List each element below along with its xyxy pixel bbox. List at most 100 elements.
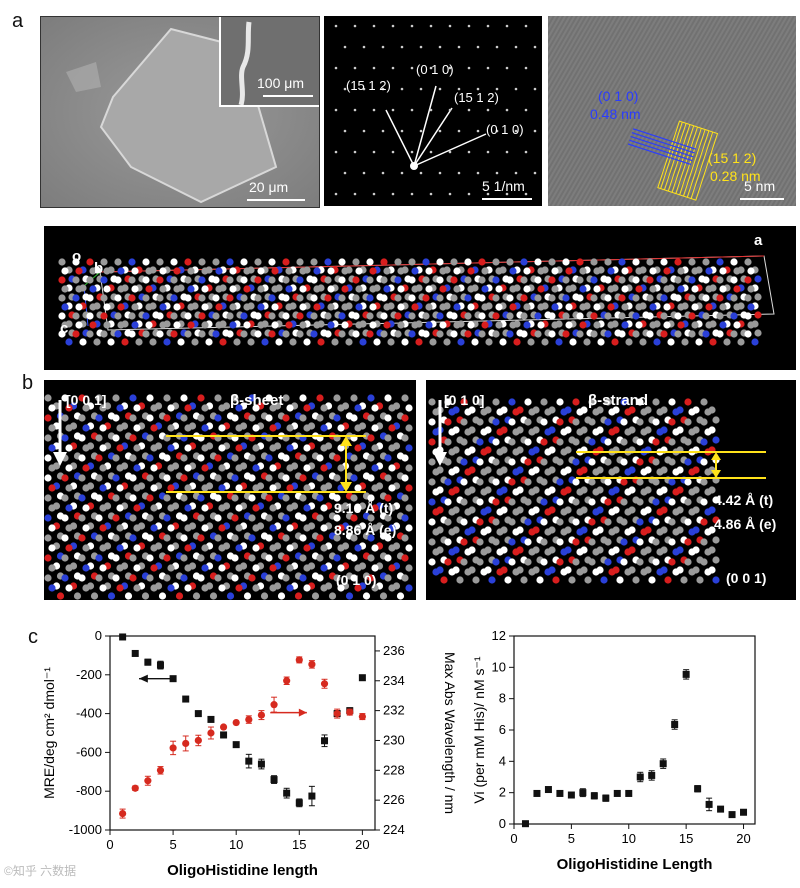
chart1-y2tick-label: 224 [383,822,405,837]
saed-label-2: (0 1 0) [416,62,454,77]
chart-mre-wavelength: 0 5 10 15 20 -1000 -800 -600 -400 -200 0 224 226 228 2… [41,628,458,879]
chart1-point-mre [156,661,164,669]
chart2-point [533,789,541,797]
chart2-point [682,670,690,678]
chart2-point [556,789,564,797]
chart1-point-wavelength [333,710,341,718]
chart1-point-wavelength [320,680,329,688]
saed-image: (15 1 2) (0 1 0) (15 1 2) (0 1 0) 5 1/nm [324,16,542,206]
chart2-ytick-label: 12 [492,628,506,643]
chart1-point-mre [270,776,278,784]
crystal-structure: o b c a [44,226,796,370]
chart1-ytick-label: -1000 [69,822,102,837]
chart1-ytick-label: -800 [76,783,102,798]
chart1-point-wavelength [182,739,190,748]
chart2-ylabel: Vi (per mM His)/ nM s⁻¹ [471,656,487,803]
beta-strand-d1: 4.42 Å (t) [714,492,774,508]
chart2-point [648,771,656,779]
hrtem-scale-label: 5 nm [744,178,776,194]
chart1-point-mre [308,792,316,800]
chart2-point [659,760,667,768]
beta-sheet-plane: (0 1 0) [336,572,377,588]
crystal-axis-b: b [94,260,104,277]
chart1-point-wavelength [156,766,165,774]
chart1-ytick-label: 0 [95,628,102,643]
sem-image: 100 μm 20 μm [40,16,320,208]
chart1-xtick-label: 0 [106,837,113,852]
chart2-xlabel: OligoHistidine Length [557,856,713,873]
chart1-y2tick-label: 230 [383,732,405,747]
crystal-axis-o: o [72,248,82,265]
chart1-point-mre [245,757,253,765]
chart2-point [590,792,598,800]
crystal-axis-c: c [60,320,69,337]
beta-sheet-direction: [0 0 1] [66,392,107,408]
beta-sheet-d2: 8.86 Å (e) [334,522,397,538]
chart1-left-arrowhead [139,674,148,683]
chart1-point-mre [220,731,228,739]
chart1-point-mre [321,737,329,745]
chart1-point-mre [232,741,240,749]
chart1-point-wavelength [131,784,139,792]
chart1-ylabel: MRE/deg cm² dmol⁻¹ [41,667,57,799]
chart1-point-mre [131,649,139,657]
chart1-point-wavelength [257,711,266,719]
chart2-point [671,721,679,729]
chart1-point-mre [207,715,215,723]
chart2-point [705,800,713,808]
chart1-y2label: Max Abs Wavelength / nm [442,652,458,814]
beta-strand-direction: [0 1 0] [444,392,485,408]
chart2-xtick-label: 10 [622,831,636,846]
chart1-point-mre [283,789,291,797]
chart1-point-mre [144,658,152,666]
beta-strand-panel: [0 1 0] β-strand 4.42 Å (t) 4.86 Å (e) (… [426,380,796,600]
chart2-ytick-label: 10 [492,659,506,674]
chart1-point-mre [182,695,190,703]
saed-scale-label: 5 1/nm [482,178,525,194]
chart2-point [613,789,621,797]
chart2-point [625,789,633,797]
panel-letter-a: a [12,10,24,32]
chart2-xtick-label: 0 [510,831,517,846]
chart1-y2tick-label: 236 [383,643,405,658]
hrtem-image: (0 1 0) 0.48 nm (15 1 2) 0.28 nm 5 nm [548,16,796,206]
chart2-point [521,820,529,828]
chart2-ytick-label: 8 [499,691,506,706]
saed-label-3: (15 1 2) [454,90,499,105]
chart1-y2tick-label: 234 [383,673,405,688]
chart1-point-wavelength [283,677,291,685]
chart1-point-wavelength [346,708,354,716]
chart1-y2tick-label: 232 [383,703,405,718]
chart1-point-wavelength [295,656,303,664]
saed-label-1: (15 1 2) [346,78,391,93]
chart2-point [717,805,725,813]
sem-scale-label: 20 μm [249,179,289,195]
chart1-point-wavelength [194,736,202,745]
saed-scale-bar [482,198,532,200]
chart2-xtick-label: 15 [679,831,693,846]
chart1-ytick-label: -200 [76,667,102,682]
crystal-axis-a: a [754,232,763,249]
saed-pattern [334,24,537,196]
hrtem-blue-plane: (0 1 0) [598,88,639,104]
saed-label-4: (0 1 0) [486,122,524,137]
chart2-ytick-label: 0 [499,816,506,831]
hrtem-yellow-spacing: 0.28 nm [710,168,761,184]
chart2-point [544,786,552,794]
beta-sheet-title: β-sheet [230,392,284,409]
beta-sheet-d1: 9.16 Å (t) [334,500,394,516]
chart1-point-wavelength [270,701,278,709]
chart1-xtick-label: 15 [292,837,306,852]
chart1-point-mre [194,710,202,718]
chart1-point-mre [257,760,265,768]
beta-strand-plane: (0 0 1) [726,570,767,586]
chart1-y2tick-label: 226 [383,792,405,807]
beta-strand-d2: 4.86 Å (e) [714,516,777,532]
chart1-point-mre [119,633,127,641]
hrtem-scale-bar [740,198,784,200]
chart1-point-wavelength [358,712,366,721]
hrtem-blue-spacing: 0.48 nm [590,106,641,122]
chart2-xtick-label: 5 [568,831,575,846]
chart1-point-wavelength [219,723,228,731]
chart2-point [740,808,748,816]
